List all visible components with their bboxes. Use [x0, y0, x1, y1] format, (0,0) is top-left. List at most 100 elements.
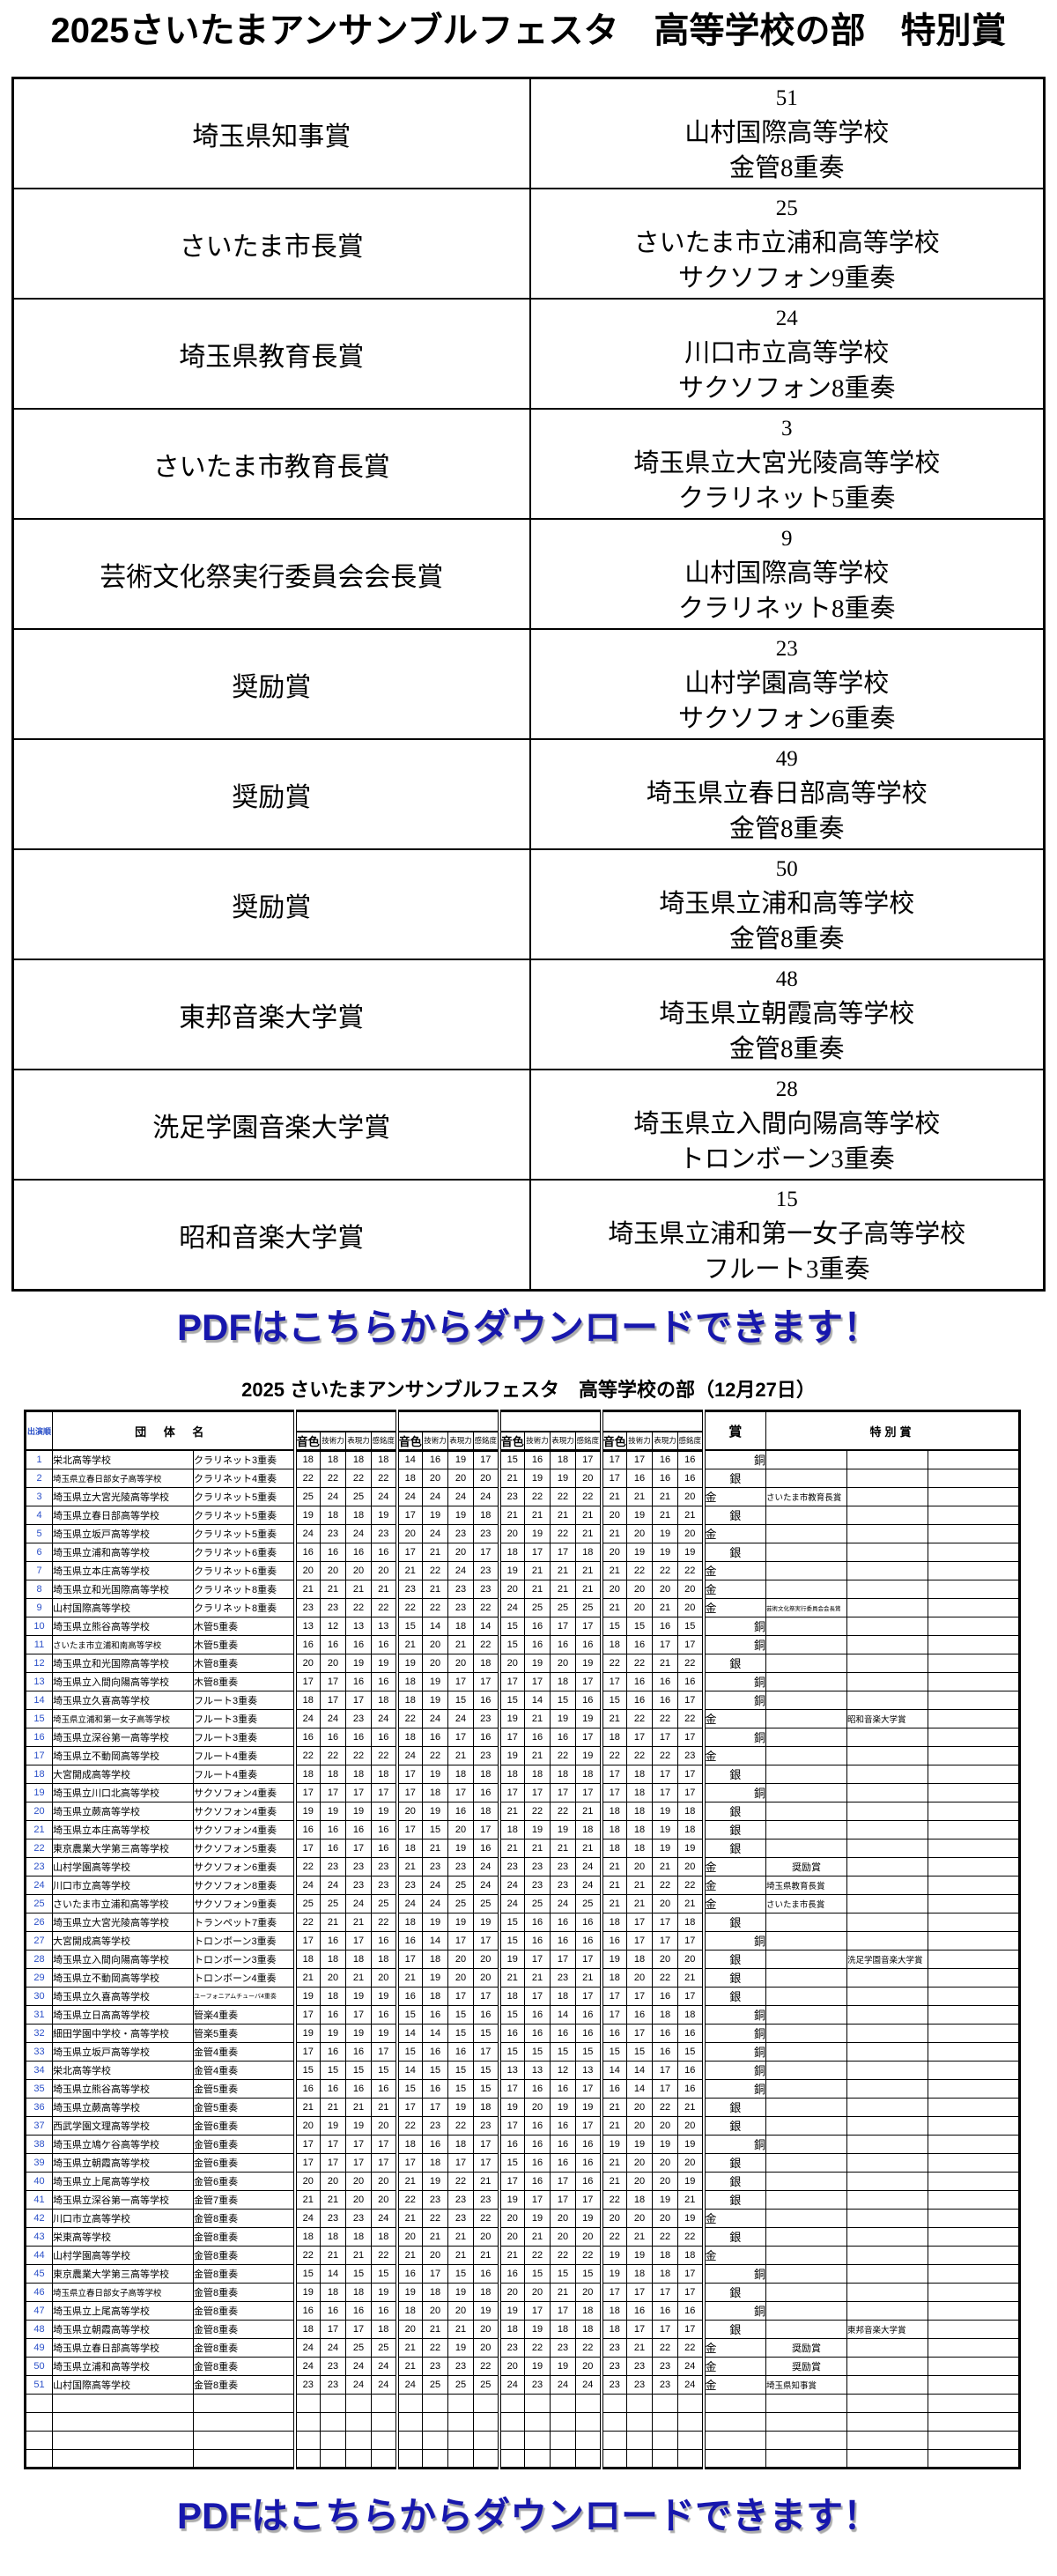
result-row: 43 栄東高等学校 金管8重奏 18 18 18 18 20 21 21 20 20 21 20 20 22 2… — [25, 2226, 1020, 2247]
score-cell: 24 — [292, 1523, 321, 1543]
score-cell: 21 — [677, 1967, 704, 1988]
score-cell: 16 — [626, 1634, 653, 1654]
entry-no-cell: 27 — [25, 1930, 53, 1951]
score-cell: 21 — [626, 2226, 653, 2247]
score-cell: 19 — [292, 2282, 321, 2302]
score-cell: 16 — [550, 2115, 576, 2136]
score-cell: 19 — [422, 1764, 448, 1784]
score-cell: 14 — [473, 1616, 499, 1636]
score-cell: 15 — [395, 1616, 423, 1636]
pdf-download-link-top[interactable]: PDFはこちらからダウンロードできます！ — [176, 1307, 880, 1348]
results-table-title: 2025 さいたまアンサンブルフェスタ 高等学校の部（12月27日） — [241, 1379, 816, 1401]
score-cell: 22 — [550, 2245, 576, 2265]
special-award-cell-c — [928, 2097, 1020, 2117]
score-cell: 18 — [371, 1449, 397, 1469]
score-cell: 21 — [320, 1912, 346, 1932]
score-cell: 19 — [292, 2023, 321, 2043]
school-cell: 埼玉県立熊谷高等学校 — [52, 2078, 194, 2099]
score-cell: 17 — [447, 1782, 474, 1802]
score-cell: 16 — [652, 1690, 678, 1710]
score-cell: 17 — [497, 1782, 525, 1802]
score-cell — [626, 2411, 653, 2432]
score-cell: 20 — [626, 2115, 653, 2136]
ensemble-cell: トランペット7重奏 — [193, 1912, 295, 1932]
score-cell: 14 — [395, 2023, 423, 2043]
winner-cell: 23 山村学園高等学校 サクソフォン6重奏 — [528, 628, 1046, 740]
award-cell: 銅 — [701, 2004, 766, 2025]
school-cell: 埼玉県立不動岡高等学校 — [52, 1745, 194, 1765]
score-cell: 17 — [447, 1671, 474, 1691]
ensemble-cell: クラリネット6重奏 — [193, 1542, 295, 1562]
score-cell: 19 — [371, 1801, 397, 1821]
score-cell: 17 — [575, 2115, 602, 2136]
score-cell: 18 — [422, 1986, 448, 2006]
score-cell: 21 — [550, 2282, 576, 2302]
score-cell: 22 — [371, 2245, 397, 2265]
ensemble-cell: 金管6重奏 — [193, 2171, 295, 2191]
result-row: 35 埼玉県立熊谷高等学校 金管5重奏 16 16 16 16 15 16 15 15 17 16 16 1… — [25, 2078, 1020, 2099]
score-cell: 18 — [395, 1912, 423, 1932]
score-cell: 22 — [652, 2226, 678, 2247]
score-cell: 16 — [422, 2078, 448, 2099]
score-cell: 16 — [345, 1634, 372, 1654]
score-cell — [652, 2448, 678, 2469]
score-cell: 16 — [497, 2023, 525, 2043]
school-cell: 埼玉県立蕨高等学校 — [52, 1801, 194, 1821]
special-award-cell-b — [846, 1967, 928, 1988]
score-cell: 19 — [497, 2300, 525, 2321]
school-cell: 東京農業大学第三高等学校 — [52, 2263, 194, 2284]
result-row: 47 埼玉県立上尾高等学校 金管8重奏 16 16 16 16 18 20 20 19 19 17 17 1… — [25, 2300, 1020, 2321]
score-cell: 22 — [395, 2189, 423, 2210]
ensemble-cell — [193, 2411, 295, 2432]
score-cell: 15 — [473, 2060, 499, 2080]
score-cell — [550, 2430, 576, 2450]
score-cell — [677, 2411, 704, 2432]
score-cell: 19 — [677, 2171, 704, 2191]
score-cell: 18 — [550, 1764, 576, 1784]
pdf-download-link-bottom[interactable]: PDFはこちらからダウンロードできます！ — [176, 2494, 880, 2536]
winner-entry-no: 28 — [775, 1077, 798, 1101]
score-cell: 17 — [677, 2263, 704, 2284]
score-cell: 20 — [652, 2152, 678, 2173]
score-cell — [497, 2448, 525, 2469]
score-cell: 16 — [371, 1819, 397, 1839]
score-cell: 14 — [626, 2060, 653, 2080]
score-cell: 23 — [497, 2337, 525, 2358]
score-cell: 20 — [292, 2171, 321, 2191]
special-award-cell-c — [928, 2152, 1020, 2173]
score-cell: 22 — [677, 1875, 704, 1895]
score-cell: 15 — [371, 2060, 397, 2080]
score-cell: 19 — [422, 1671, 448, 1691]
award-cell: 銀 — [701, 1764, 766, 1784]
score-cell: 24 — [371, 2356, 397, 2376]
score-cell: 19 — [524, 2356, 551, 2376]
score-cell: 16 — [422, 2134, 448, 2154]
special-award-cell-b — [846, 1912, 928, 1932]
score-cell: 18 — [599, 1838, 627, 1858]
award-cell — [701, 2430, 766, 2450]
score-cell: 24 — [345, 1893, 372, 1913]
entry-no-cell: 1 — [25, 1449, 53, 1469]
score-cell: 21 — [626, 1486, 653, 1506]
award-name-cell: 芸術文化祭実行委員会会長賞 — [11, 518, 531, 630]
score-cell: 21 — [292, 2189, 321, 2210]
school-cell: 埼玉県立大宮光陵高等学校 — [52, 1486, 194, 1506]
score-cell: 18 — [550, 2319, 576, 2339]
score-cell: 22 — [524, 2337, 551, 2358]
score-cell: 18 — [345, 2226, 372, 2247]
score-cell: 19 — [447, 1505, 474, 1525]
score-cell: 18 — [395, 1671, 423, 1691]
school-cell — [52, 2448, 194, 2469]
score-cell: 24 — [292, 1708, 321, 1728]
entry-no-cell: 37 — [25, 2115, 53, 2136]
award-cell: 銅 — [701, 1727, 766, 1747]
ensemble-cell: サクソフォン4重奏 — [193, 1819, 295, 1839]
score-cell: 19 — [422, 1967, 448, 1988]
score-cell: 23 — [550, 2337, 576, 2358]
score-cell: 17 — [345, 2004, 372, 2025]
score-cell: 19 — [395, 1653, 423, 1673]
score-cell: 17 — [575, 1671, 602, 1691]
score-cell: 25 — [345, 2337, 372, 2358]
score-cell: 17 — [575, 2078, 602, 2099]
score-cell: 20 — [371, 1560, 397, 1580]
